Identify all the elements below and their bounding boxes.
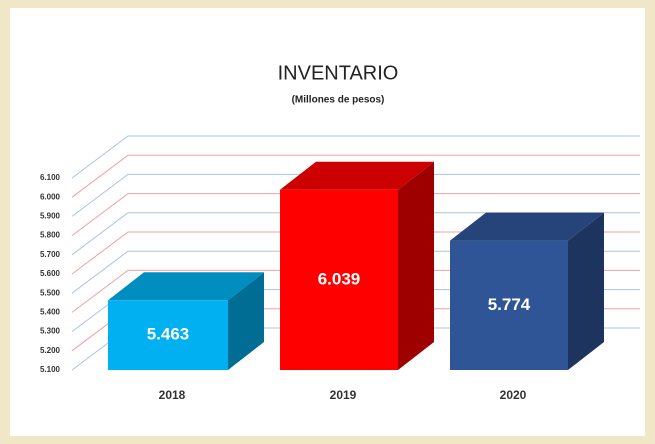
data-label: 6.039 — [318, 269, 361, 288]
x-tick-label: 2018 — [159, 388, 186, 402]
bar — [108, 300, 228, 370]
y-tick-label: 5.200 — [40, 346, 61, 355]
bar — [450, 240, 568, 370]
y-tick-label: 5.900 — [40, 212, 61, 221]
bar-top — [280, 161, 434, 190]
data-label: 5.463 — [147, 325, 190, 344]
grid-line — [71, 212, 640, 256]
grid-line — [71, 173, 640, 217]
y-tick-label: 5.100 — [40, 365, 61, 374]
y-tick-label: 5.500 — [40, 288, 61, 297]
x-tick-label: 2019 — [330, 388, 357, 402]
y-tick-label: 5.400 — [40, 308, 61, 317]
bar-top — [450, 212, 604, 241]
bar-top — [108, 272, 264, 301]
y-tick-label: 6.000 — [40, 192, 61, 201]
grid-line — [71, 135, 640, 179]
chart-subtitle: (Millones de pesos) — [292, 95, 385, 106]
y-tick-label: 5.800 — [40, 231, 61, 240]
y-tick-label: 5.600 — [40, 269, 61, 278]
x-tick-label: 2020 — [500, 388, 527, 402]
bar-side — [228, 272, 264, 370]
y-tick-label: 5.300 — [40, 327, 61, 336]
grid-line — [71, 193, 640, 237]
chart-title: INVENTARIO — [278, 62, 399, 84]
y-tick-label: 6.100 — [40, 173, 61, 182]
bar-side — [568, 212, 604, 370]
grid-line — [71, 154, 640, 198]
data-label: 5.774 — [488, 295, 531, 314]
bar — [280, 189, 398, 370]
y-tick-label: 5.700 — [40, 250, 61, 259]
bar-side — [398, 161, 434, 370]
